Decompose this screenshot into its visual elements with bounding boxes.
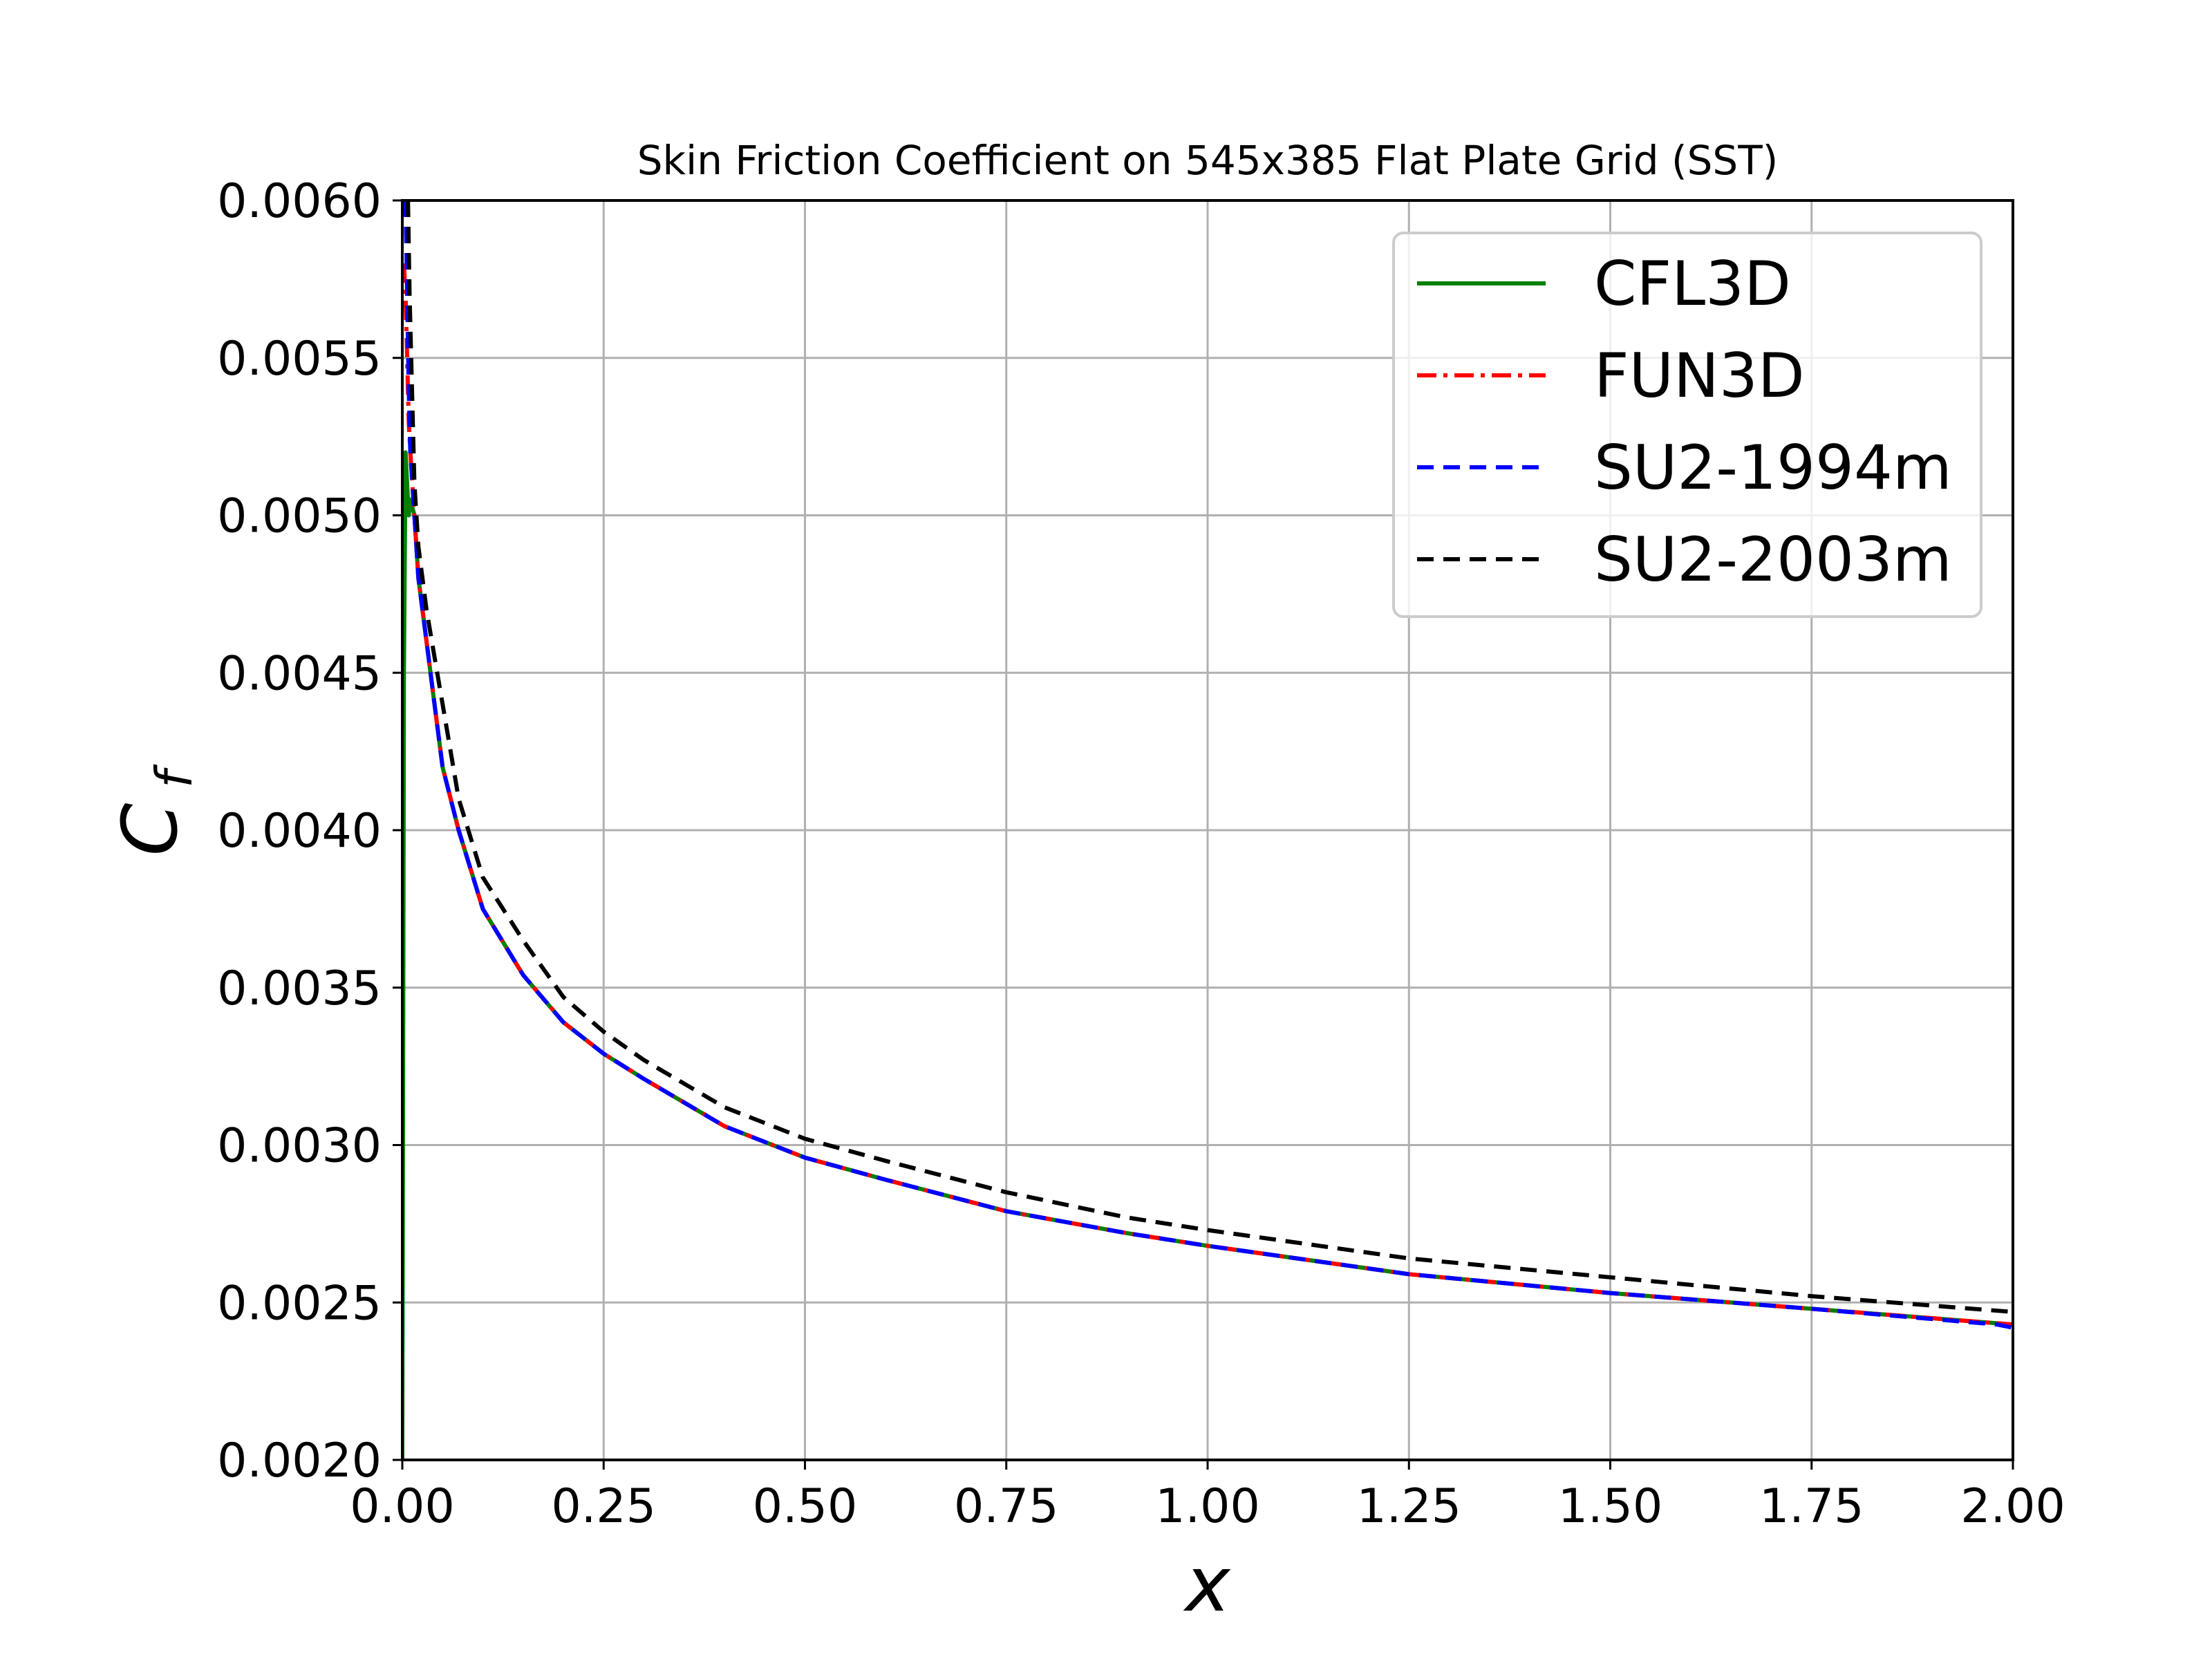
legend-label: CFL3D (1594, 248, 1791, 319)
x-tick-label: 1.75 (1759, 1479, 1864, 1534)
x-tick-label: 0.25 (552, 1479, 656, 1534)
legend: CFL3D FUN3D SU2-1994m SU2-2003m (1392, 232, 1983, 618)
series-line-su2-2003m (406, 200, 2013, 1314)
x-tick-label: 1.25 (1357, 1479, 1461, 1534)
y-tick-label: 0.0030 (217, 1119, 382, 1174)
y-axis-label-main: C (106, 803, 194, 856)
x-tick-label: 1.00 (1155, 1479, 1259, 1534)
y-tick-label: 0.0025 (217, 1276, 382, 1331)
legend-label: SU2-1994m (1594, 432, 1952, 503)
x-axis-label: x (1183, 1540, 1231, 1629)
chart-title: Skin Friction Coefficient on 545x385 Fla… (637, 137, 1779, 184)
x-tick-label: 0.50 (753, 1479, 857, 1534)
x-tick-label: 0.75 (954, 1479, 1058, 1534)
legend-label: SU2-2003m (1594, 524, 1952, 595)
series-lines (402, 200, 2013, 1460)
y-tick-label: 0.0060 (217, 174, 382, 229)
y-tick-label: 0.0045 (217, 646, 382, 701)
legend-box (1392, 232, 1983, 618)
y-tick-label: 0.0020 (217, 1434, 382, 1488)
axis-ticks: 0.00 0.25 0.50 0.75 1.00 1.25 1.50 1.75 2.00 0.00… (217, 174, 2065, 1534)
y-tick-label: 0.0035 (217, 962, 382, 1016)
x-tick-label: 0.00 (350, 1479, 454, 1534)
x-tick-label: 2.00 (1960, 1479, 2065, 1534)
legend-label: FUN3D (1594, 340, 1805, 411)
y-tick-label: 0.0055 (217, 332, 382, 386)
y-tick-label: 0.0050 (217, 489, 382, 544)
x-tick-label: 1.50 (1558, 1479, 1662, 1534)
y-tick-label: 0.0040 (217, 804, 382, 859)
